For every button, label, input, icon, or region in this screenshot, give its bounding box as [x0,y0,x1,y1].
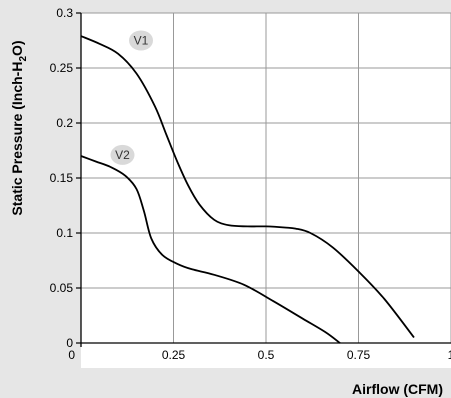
series-label-v2: V2 [115,148,130,162]
series-label-v1: V1 [134,34,149,48]
y-tick-label: 0.3 [56,6,73,20]
y-axis-label: Static Pressure (Inch-H2O) [9,40,29,215]
series-line-v2 [80,155,341,344]
y-tick-label: 0.25 [50,61,74,75]
y-axis-label-end: O) [9,40,25,56]
gridlines [81,12,451,343]
tick-labels: 0 0.05 0.1 0.15 0.2 0.25 0.3 0 0.25 0.5 0.75 1 [50,6,451,362]
axes [76,12,451,347]
series-label-bubble [129,30,153,51]
y-tick-label: 0 [66,336,73,350]
x-tick-label: 1 [448,348,451,362]
series-line-v1 [80,35,415,339]
x-axis-label: Airflow (CFM) [352,381,443,397]
y-axis-label-subscript: 2 [18,56,29,62]
series-labels: V1 V2 [110,30,153,165]
y-axis-label-main: Static Pressure (Inch-H [9,62,25,216]
series-lines [80,35,415,344]
x-tick-label: 0 [68,348,75,362]
y-tick-label: 0.2 [56,116,73,130]
y-tick-label: 0.05 [50,281,74,295]
x-tick-label: 0.75 [347,348,371,362]
series-label-bubble [110,144,135,165]
x-tick-label: 0.5 [258,348,275,362]
y-tick-label: 0.15 [50,171,74,185]
x-tick-label: 0.25 [162,348,186,362]
y-tick-label: 0.1 [56,226,73,240]
